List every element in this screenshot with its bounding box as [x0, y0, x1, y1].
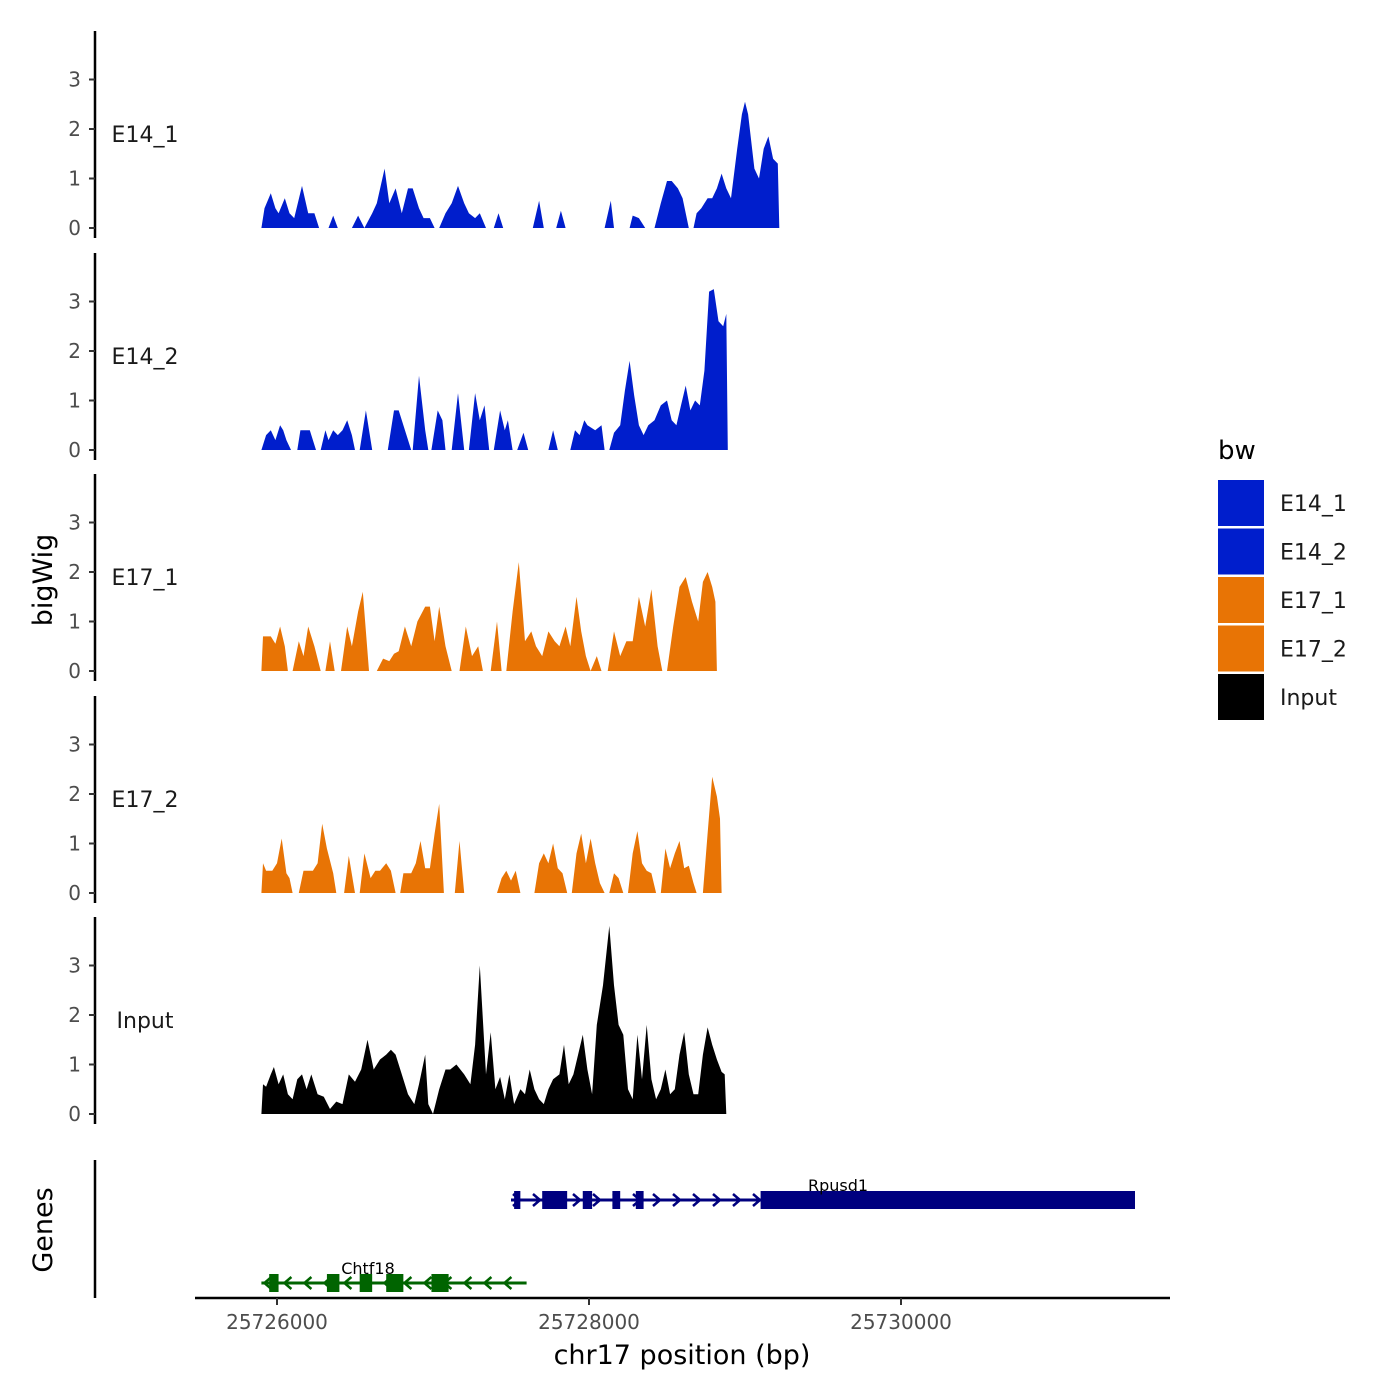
y-tick-label: 1 [68, 167, 81, 191]
x-axis: 25726000 25728000 25730000 [195, 1296, 1170, 1334]
gene-exon [514, 1191, 521, 1209]
legend-title: bw [1218, 436, 1256, 466]
strand-chevron [402, 1276, 413, 1290]
strand-chevron [282, 1276, 293, 1290]
y-tick-label: 1 [68, 610, 81, 634]
strand-chevron [732, 1193, 742, 1207]
strand-chevron [752, 1193, 762, 1207]
gene-label-rpusd1: Rpusd1 [808, 1176, 868, 1195]
y-tick-label: 3 [68, 954, 81, 978]
gene-exon [760, 1191, 1135, 1209]
genes-axis-title: Genes [28, 1187, 59, 1272]
y-tick-label: 2 [68, 1003, 81, 1027]
track-e14-1: 0 1 2 3 E14_1 [68, 31, 780, 240]
track-label-e14-2: E14_2 [112, 345, 179, 370]
x-tick-label: 25726000 [226, 1310, 328, 1334]
legend-swatch [1218, 528, 1264, 575]
legend-swatch [1218, 674, 1264, 720]
y-tick-label: 2 [68, 117, 81, 141]
legend: bw E14_1 E14_2 E17_1 E17_2 Input [1218, 436, 1347, 720]
signal-area-e17-2 [261, 776, 722, 893]
legend-swatch [1218, 625, 1264, 672]
x-tick-label: 25730000 [850, 1310, 952, 1334]
legend-swatch [1218, 577, 1264, 623]
strand-chevron [462, 1276, 473, 1290]
signal-tracks: 0 1 2 3 E14_1 0 1 2 3 E14_2 0 1 2 3 E17_1 0 1 2 3 E17_2 0 1 2 3… [68, 31, 780, 1126]
strand-chevron [592, 1193, 602, 1207]
y-tick-label: 2 [68, 782, 81, 806]
legend-label: E17_2 [1280, 638, 1347, 663]
track-e17-2: 0 1 2 3 E17_2 [68, 696, 722, 905]
strand-chevron [572, 1193, 582, 1207]
strand-chevron [502, 1276, 513, 1290]
y-tick-label: 0 [68, 216, 81, 240]
strand-chevron [672, 1193, 682, 1207]
legend-item-e17-1: E17_1 [1218, 577, 1347, 623]
y-tick-label: 3 [68, 733, 81, 757]
y-axis-title: bigWig [28, 534, 59, 627]
strand-chevron [422, 1276, 433, 1290]
gene-exon [612, 1191, 621, 1209]
legend-label: E17_1 [1280, 589, 1347, 614]
legend-swatch [1218, 480, 1264, 526]
track-e17-1: 0 1 2 3 E17_1 [68, 474, 717, 683]
gene-chtf18: Chtf18 [261, 1259, 527, 1292]
strand-chevron [692, 1193, 702, 1207]
gene-exon [269, 1274, 279, 1292]
legend-label: Input [1280, 686, 1337, 711]
track-label-e17-1: E17_1 [112, 566, 179, 591]
strand-chevron [262, 1276, 273, 1290]
track-label-input: Input [117, 1009, 174, 1034]
legend-label: E14_2 [1280, 541, 1347, 566]
signal-area-e14-1 [261, 101, 780, 228]
signal-area-e14-2 [261, 289, 728, 450]
track-input: 0 1 2 3 Input [68, 917, 727, 1126]
gene-exon [635, 1191, 644, 1209]
legend-item-e14-2: E14_2 [1218, 528, 1347, 575]
strand-chevron [482, 1276, 493, 1290]
signal-area-e17-1 [261, 562, 717, 671]
y-tick-label: 0 [68, 1102, 81, 1126]
x-tick-label: 25728000 [538, 1310, 640, 1334]
y-tick-label: 2 [68, 339, 81, 363]
strand-chevron [652, 1193, 662, 1207]
legend-item-input: Input [1218, 674, 1337, 720]
y-tick-label: 0 [68, 881, 81, 905]
strand-chevron [712, 1193, 722, 1207]
track-e14-2: 0 1 2 3 E14_2 [68, 253, 728, 462]
gene-label-chtf18: Chtf18 [341, 1259, 395, 1278]
y-tick-label: 1 [68, 389, 81, 413]
legend-item-e17-2: E17_2 [1218, 625, 1347, 672]
strand-chevron [532, 1193, 542, 1207]
track-label-e17-2: E17_2 [112, 788, 179, 813]
strand-chevron [302, 1276, 313, 1290]
y-tick-label: 1 [68, 1053, 81, 1077]
y-tick-label: 0 [68, 438, 81, 462]
gene-exon [386, 1274, 404, 1292]
gene-rpusd1: Rpusd1 [511, 1176, 1135, 1209]
genes-panel: Rpusd1 Chtf18 [93, 1160, 1135, 1298]
y-tick-label: 3 [68, 290, 81, 314]
gene-exon [582, 1191, 593, 1209]
strand-chevron [342, 1276, 353, 1290]
legend-label: E14_1 [1280, 492, 1347, 517]
gene-exon [326, 1274, 340, 1292]
y-tick-label: 0 [68, 659, 81, 683]
track-label-e14-1: E14_1 [112, 123, 179, 148]
x-axis-title: chr17 position (bp) [554, 1340, 811, 1371]
legend-item-e14-1: E14_1 [1218, 480, 1347, 526]
signal-area-input [261, 925, 727, 1114]
gene-exon [542, 1191, 568, 1209]
gene-exon [359, 1274, 373, 1292]
y-tick-label: 2 [68, 560, 81, 584]
y-tick-label: 1 [68, 832, 81, 856]
gene-exon [431, 1274, 449, 1292]
y-tick-label: 3 [68, 68, 81, 92]
y-tick-label: 3 [68, 511, 81, 535]
